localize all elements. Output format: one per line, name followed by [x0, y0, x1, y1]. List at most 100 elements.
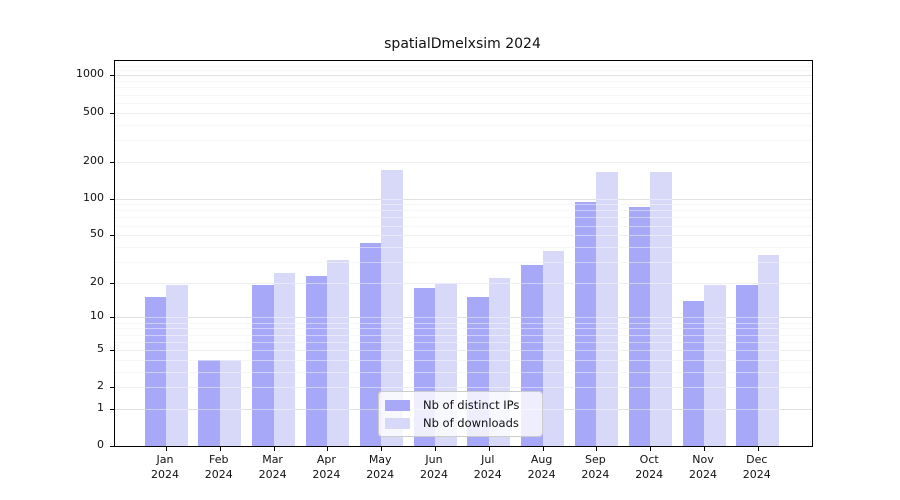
- bar-downloads-mar: [273, 273, 296, 446]
- gridline-overlay: [115, 371, 812, 373]
- x-tick-label: May 2024: [366, 453, 395, 481]
- bar-downloads-dec: [757, 255, 780, 446]
- x-tick-label: Jun 2024: [420, 453, 448, 481]
- gridline-overlay: [115, 198, 812, 200]
- gridline-overlay: [115, 70, 812, 72]
- gridline-minor: [115, 65, 812, 67]
- gridline-minor: [115, 81, 812, 83]
- x-tick-mark: [327, 447, 329, 451]
- gridline-minor: [115, 217, 812, 219]
- legend-swatch-downloads: [385, 417, 410, 429]
- bar-distinct-ips-apr: [305, 275, 328, 446]
- gridline-overlay: [115, 261, 812, 263]
- y-tick-label: 20: [90, 274, 104, 288]
- legend-swatch-distinct-ips: [385, 399, 410, 411]
- bar-downloads-may: [381, 169, 403, 446]
- gridline-minor: [115, 204, 812, 206]
- x-tick-mark: [704, 447, 705, 451]
- y-tick-label: 2: [97, 379, 104, 393]
- gridline-minor: [115, 261, 812, 263]
- x-tick-mark: [542, 447, 544, 451]
- gridline-overlay: [115, 124, 812, 126]
- bar-downloads-sep: [596, 172, 618, 446]
- y-tick-label: 100: [83, 190, 104, 204]
- gridline-minor: [115, 139, 812, 141]
- y-tick-mark: [110, 408, 114, 410]
- gridline-overlay: [115, 75, 812, 77]
- gridline-overlay: [115, 161, 812, 163]
- gridline-major: [115, 198, 812, 200]
- bar-distinct-ips-mar: [252, 285, 274, 446]
- bar-distinct-ips-feb: [198, 359, 220, 446]
- legend-label-distinct-ips: Nb of distinct IPs: [423, 398, 520, 412]
- gridline-overlay: [115, 81, 812, 83]
- bar-downloads-jan: [166, 285, 188, 446]
- gridline-minor: [115, 87, 812, 89]
- gridline-minor: [115, 246, 812, 248]
- gridline-overlay: [115, 204, 812, 206]
- gridline-major: [115, 317, 812, 319]
- x-tick-mark: [219, 447, 221, 451]
- x-tick-label: Mar 2024: [258, 453, 287, 481]
- gridline-minor: [115, 341, 812, 343]
- gridline-major: [115, 75, 812, 77]
- gridline-minor: [115, 94, 812, 96]
- bar-downloads-aug: [542, 250, 565, 446]
- gridline-overlay: [115, 341, 812, 343]
- bar-distinct-ips-may: [359, 243, 382, 446]
- gridline-overlay: [115, 328, 812, 330]
- y-tick-label: 0: [97, 438, 104, 451]
- bar-distinct-ips-sep: [574, 201, 597, 446]
- gridline-minor: [115, 371, 812, 373]
- x-tick-label: Jul 2024: [473, 453, 502, 481]
- x-tick-label: Aug 2024: [527, 453, 556, 481]
- gridline-overlay: [115, 112, 812, 114]
- gridline-overlay: [115, 102, 812, 104]
- x-tick-mark: [596, 447, 598, 451]
- y-tick-mark: [110, 198, 114, 200]
- x-tick-mark: [757, 447, 759, 451]
- x-tick-mark: [166, 447, 167, 451]
- y-tick-label: 50: [90, 227, 104, 241]
- gridline-minor: [115, 210, 812, 212]
- x-tick-label: Oct 2024: [635, 453, 664, 481]
- bar-downloads-oct: [650, 172, 672, 446]
- plot-area: [110, 60, 813, 451]
- gridline-overlay: [115, 282, 812, 284]
- gridline-overlay: [115, 87, 812, 89]
- gridline-overlay: [115, 359, 812, 361]
- x-tick-label: Sep 2024: [581, 453, 610, 481]
- x-tick-mark: [488, 447, 490, 451]
- gridline-overlay: [115, 349, 812, 351]
- y-tick-mark: [110, 161, 114, 163]
- x-tick-mark: [273, 447, 275, 451]
- gridline-minor: [115, 225, 812, 227]
- gridline-minor: [115, 322, 812, 324]
- gridline-overlay: [115, 210, 812, 212]
- y-tick-mark: [110, 317, 114, 319]
- gridline-overlay: [115, 334, 812, 336]
- gridline-major: [115, 349, 812, 351]
- y-tick-mark: [110, 282, 114, 284]
- x-tick-mark: [435, 447, 436, 451]
- x-tick-label: Jan 2024: [151, 453, 179, 481]
- gridline-overlay: [115, 139, 812, 141]
- bar-distinct-ips-oct: [628, 206, 651, 446]
- gridline-major: [115, 387, 812, 389]
- gridline-overlay: [115, 317, 812, 319]
- y-tick-mark: [110, 112, 114, 114]
- gridline-minor: [115, 328, 812, 330]
- legend-item-distinct-ips: Nb of distinct IPs: [385, 396, 534, 414]
- bar-distinct-ips-nov: [682, 300, 704, 446]
- gridline-minor: [115, 359, 812, 361]
- bar-distinct-ips-jan: [144, 297, 166, 446]
- gridline-major: [115, 235, 812, 237]
- y-tick-mark: [110, 75, 114, 77]
- bar-distinct-ips-dec: [736, 285, 758, 446]
- y-tick-label: 1000: [76, 67, 104, 81]
- gridline-minor: [115, 334, 812, 336]
- y-tick-label: 200: [83, 153, 104, 167]
- y-tick-label: 1: [97, 400, 104, 414]
- gridline-minor: [115, 102, 812, 104]
